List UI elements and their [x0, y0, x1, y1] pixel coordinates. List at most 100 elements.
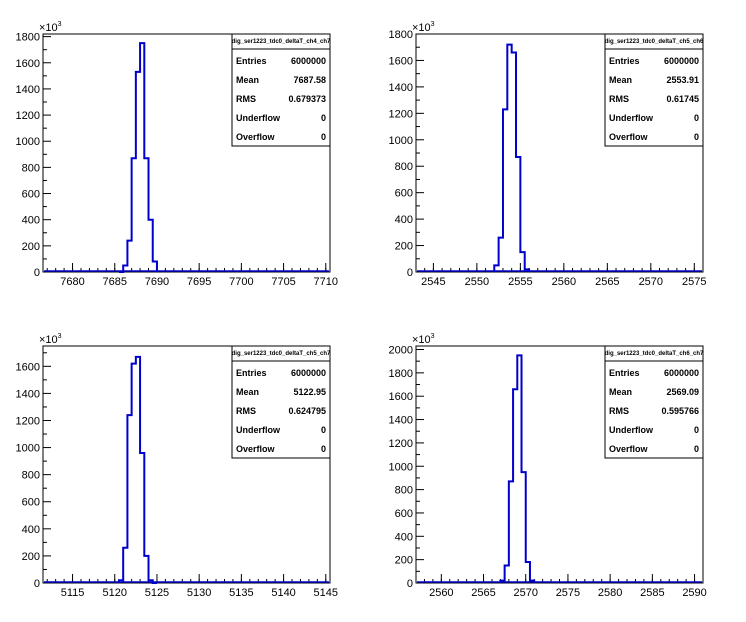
histogram-bin — [499, 238, 503, 272]
x-tick-label: 2570 — [639, 276, 663, 288]
histogram-panel-4: 0 200 400 600 800 1000 1200 1400 1600 1800 2000 256… — [389, 333, 707, 599]
x-tick-label: 2560 — [552, 276, 576, 288]
stats-overflow-value: 0 — [694, 132, 699, 142]
histogram-bin — [140, 453, 144, 583]
stats-entries-label: Entries — [236, 368, 267, 378]
stats-underflow-value: 0 — [321, 425, 326, 435]
x-tick-label: 7695 — [187, 276, 211, 288]
y-tick-label: 800 — [22, 470, 40, 482]
x-tick-label: 5130 — [187, 587, 211, 599]
y-tick-label: 1600 — [389, 55, 413, 67]
stats-box: dig_ser1223_tdc0_deltaT_ch6_ch7 Entries 60… — [604, 345, 704, 459]
stats-box: dig_ser1223_tdc0_deltaT_ch5_ch7 Entries 60… — [231, 345, 331, 459]
y-tick-label: 400 — [22, 524, 40, 536]
y-exponent-label: ×103 — [412, 333, 435, 346]
stats-box-frame — [604, 33, 704, 147]
x-tick-label: 5125 — [145, 587, 169, 599]
stats-mean-value: 2553.91 — [666, 75, 699, 85]
x-tick-label: 7685 — [103, 276, 127, 288]
x-tick-label: 7700 — [229, 276, 253, 288]
histogram-bin — [153, 262, 157, 272]
y-tick-label: 600 — [395, 188, 413, 200]
x-tick-label: 2575 — [556, 587, 580, 599]
histogram-bin — [136, 72, 140, 272]
histogram-bin — [507, 45, 511, 272]
stats-entries-value: 6000000 — [291, 56, 326, 66]
histogram-bin — [517, 355, 521, 583]
y-tick-label: 1600 — [16, 58, 40, 70]
y-tick-label: 0 — [34, 267, 40, 279]
stats-underflow-value: 0 — [694, 425, 699, 435]
plot-frame — [42, 345, 331, 584]
y-tick-label: 1400 — [16, 84, 40, 96]
y-tick-label: 1800 — [16, 32, 40, 44]
x-tick-label: 2565 — [471, 587, 495, 599]
stats-mean-value: 7687.58 — [293, 75, 326, 85]
histogram-panel-3: 0 200 400 600 800 1000 1200 1400 1600 5115 5120 512… — [16, 333, 339, 599]
histogram-bin — [149, 220, 153, 272]
stats-entries-label: Entries — [236, 56, 267, 66]
histogram-bin — [513, 389, 517, 583]
stats-underflow-label: Underflow — [609, 425, 654, 435]
histogram-panel-1: 0 200 400 600 800 1000 1200 1400 1600 1800 7680 768… — [16, 21, 339, 288]
stats-entries-value: 6000000 — [664, 368, 699, 378]
y-tick-label: 800 — [395, 161, 413, 173]
histogram-bin — [509, 481, 513, 583]
stats-entries-label: Entries — [609, 56, 640, 66]
y-tick-label: 1400 — [389, 415, 413, 427]
x-tick-label: 7680 — [60, 276, 84, 288]
histogram-bin — [149, 580, 153, 583]
stats-underflow-label: Underflow — [236, 425, 281, 435]
histogram-bin — [505, 565, 509, 583]
histogram-panel-2: 0 200 400 600 800 1000 1200 1400 1600 1800 2545 255… — [389, 21, 707, 288]
y-tick-label: 600 — [395, 508, 413, 520]
y-tick-label: 1400 — [16, 388, 40, 400]
y-tick-label: 1000 — [389, 135, 413, 147]
x-tick-label: 2590 — [682, 587, 706, 599]
x-tick-label: 7690 — [145, 276, 169, 288]
histogram-bin — [526, 562, 530, 583]
stats-mean-label: Mean — [236, 75, 259, 85]
y-tick-label: 1600 — [389, 391, 413, 403]
stats-underflow-value: 0 — [694, 113, 699, 123]
y-tick-label: 200 — [22, 551, 40, 563]
histogram-outline — [493, 43, 531, 272]
x-tick-label: 5120 — [103, 587, 127, 599]
x-tick-label: 2585 — [640, 587, 664, 599]
stats-mean-label: Mean — [609, 75, 632, 85]
stats-overflow-label: Overflow — [609, 444, 649, 454]
histogram-bin — [530, 581, 534, 583]
histogram-bin — [119, 580, 123, 583]
stats-overflow-label: Overflow — [236, 132, 276, 142]
stats-rms-value: 0.595766 — [661, 406, 699, 416]
stats-entries-value: 6000000 — [291, 368, 326, 378]
y-tick-label: 0 — [407, 578, 413, 590]
plot-frame — [42, 33, 331, 273]
stats-box-frame — [604, 345, 704, 459]
stats-box-title: dig_ser1223_tdc0_deltaT_ch4_ch7 — [232, 39, 331, 45]
y-tick-label: 1000 — [16, 443, 40, 455]
y-exponent-label: ×103 — [412, 21, 435, 34]
x-tick-label: 5135 — [229, 587, 253, 599]
y-tick-label: 1000 — [389, 461, 413, 473]
y-tick-label: 1600 — [16, 361, 40, 373]
y-tick-label: 800 — [22, 162, 40, 174]
histogram-bin — [520, 252, 524, 272]
stats-overflow-label: Overflow — [609, 132, 649, 142]
x-tick-label: 2560 — [429, 587, 453, 599]
stats-box-title: dig_ser1223_tdc0_deltaT_ch5_ch7 — [232, 351, 331, 357]
y-tick-label: 400 — [395, 531, 413, 543]
histogram-bin — [525, 269, 529, 272]
x-tick-label: 2575 — [682, 276, 706, 288]
stats-rms-value: 0.679373 — [288, 94, 326, 104]
histogram-bin — [144, 158, 148, 272]
histogram-bin — [127, 241, 131, 272]
stats-mean-value: 5122.95 — [293, 387, 326, 397]
stats-overflow-value: 0 — [321, 444, 326, 454]
stats-box-frame — [231, 33, 331, 147]
y-tick-label: 1800 — [389, 368, 413, 380]
x-tick-label: 5140 — [271, 587, 295, 599]
histogram-bin — [503, 109, 507, 272]
stats-underflow-label: Underflow — [609, 113, 654, 123]
